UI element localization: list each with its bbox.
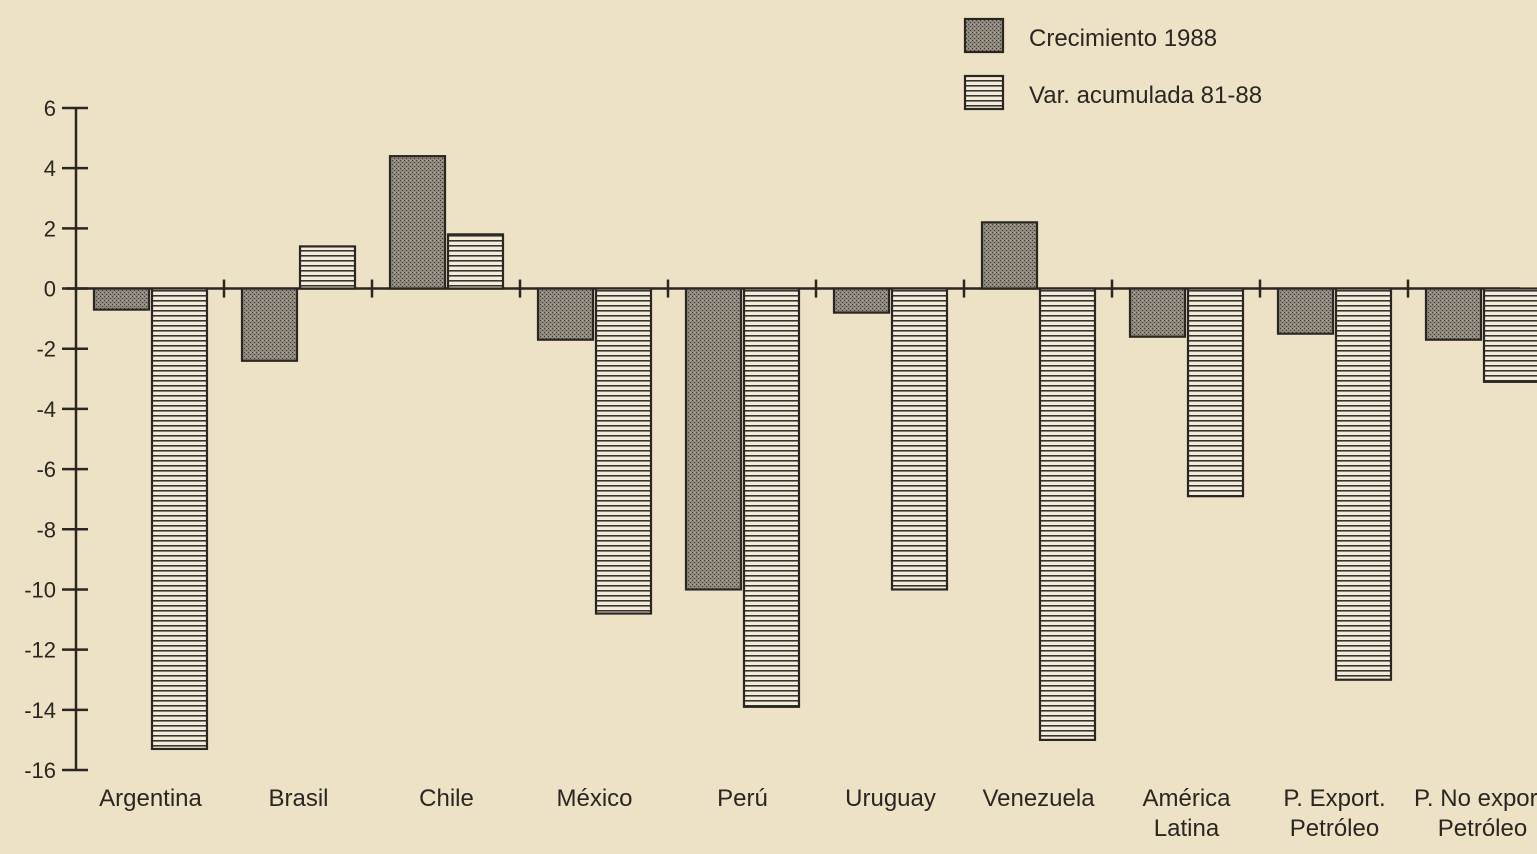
- bar-stipple: [980, 221, 1039, 290]
- category-label: Petróleo: [1290, 815, 1379, 842]
- bar-horizontal-lines: [1186, 287, 1245, 498]
- bar-stipple: [832, 287, 891, 314]
- category-label: Latina: [1154, 815, 1220, 842]
- y-tick-label: -10: [24, 577, 56, 602]
- y-tick-label: 2: [44, 216, 56, 241]
- category-label: Uruguay: [845, 785, 936, 812]
- bar-horizontal-lines: [298, 245, 357, 290]
- category-label: Perú: [717, 785, 768, 812]
- category-label: México: [556, 785, 632, 812]
- y-tick-label: -2: [36, 337, 56, 362]
- y-tick-label: -4: [36, 397, 56, 422]
- bar-horizontal-lines: [742, 287, 801, 708]
- y-tick-label: 6: [44, 96, 56, 121]
- legend-swatch: [963, 74, 1005, 111]
- bar-horizontal-lines: [1038, 287, 1097, 742]
- y-tick-label: -16: [24, 758, 56, 783]
- y-tick-label: -14: [24, 698, 56, 723]
- category-label: Chile: [419, 785, 474, 812]
- category-label: P. Export.: [1283, 785, 1385, 812]
- legend-swatch: [963, 17, 1005, 54]
- legend: Crecimiento 1988 Var. acumulada 81-88: [963, 17, 1262, 111]
- category-label: Brasil: [268, 785, 328, 812]
- y-tick-label: 0: [44, 277, 56, 302]
- bar-horizontal-lines: [150, 287, 209, 751]
- category-label: Venezuela: [982, 785, 1095, 812]
- y-tick-label: -6: [36, 457, 56, 482]
- bar-horizontal-lines: [1482, 287, 1537, 383]
- bar-horizontal-lines: [890, 287, 949, 591]
- bar-horizontal-lines: [446, 233, 505, 290]
- bars-group: [92, 155, 1537, 751]
- bar-stipple: [1276, 287, 1335, 335]
- category-label: P. No export.: [1414, 785, 1537, 812]
- bar-stipple: [388, 155, 447, 290]
- category-labels: Argentina Brasil Chile México Perú Uruguay Ven…: [99, 785, 1537, 842]
- y-tick-label: -8: [36, 517, 56, 542]
- bar-stipple: [684, 287, 743, 591]
- bar-stipple: [1424, 287, 1483, 341]
- bar-horizontal-lines: [1334, 287, 1393, 681]
- bar-stipple: [240, 287, 299, 362]
- category-label: Argentina: [99, 785, 202, 812]
- y-tick-label: 4: [44, 156, 56, 181]
- legend-label: Var. acumulada 81-88: [1029, 82, 1262, 109]
- bar-stipple: [92, 287, 151, 311]
- category-label: América: [1142, 785, 1231, 812]
- legend-label: Crecimiento 1988: [1029, 25, 1217, 52]
- bar-horizontal-lines: [594, 287, 653, 615]
- bar-stipple: [1128, 287, 1187, 338]
- bar-stipple: [536, 287, 595, 341]
- y-tick-label: -12: [24, 638, 56, 663]
- category-label: Petróleo: [1438, 815, 1527, 842]
